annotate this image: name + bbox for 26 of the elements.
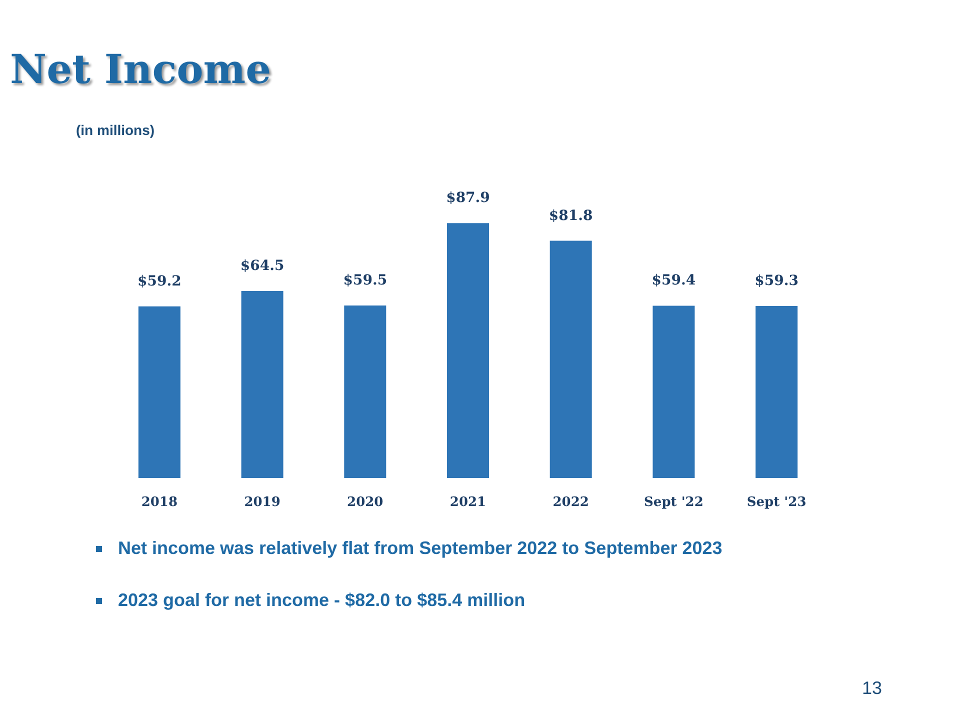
x-tick-label: Sept '23: [746, 495, 806, 510]
x-tick-label: 2018: [141, 495, 178, 510]
x-tick-label: 2022: [552, 495, 589, 510]
bar: [138, 306, 180, 478]
text: Net income was relatively flat from September 2022 to September 2023: [118, 538, 722, 559]
data-label: $59.3: [754, 273, 798, 290]
bar: [241, 290, 284, 478]
bar: [447, 223, 489, 478]
text: 2023 goal for net income - $82.0 to $85.4 million: [118, 590, 526, 611]
x-tick-label: 2021: [450, 495, 486, 510]
data-label: $59.5: [343, 272, 388, 288]
data-label: $64.5: [240, 258, 284, 274]
bar: [344, 305, 386, 478]
chart-subtitle: (in millions): [76, 122, 155, 138]
x-tick-label: 2019: [244, 495, 280, 510]
x-tick-label: Sept '22: [644, 495, 704, 510]
bar: [756, 306, 798, 478]
bar: [550, 240, 592, 478]
data-label: $59.2: [138, 273, 182, 290]
bar: [652, 306, 695, 478]
data-label: $81.8: [548, 208, 593, 224]
data-label: $87.9: [446, 190, 490, 206]
data-label: $59.4: [652, 272, 696, 289]
x-tick-label: 2020: [347, 495, 384, 510]
text: 13: [862, 678, 882, 699]
chart-title: Net Income: [10, 46, 272, 93]
